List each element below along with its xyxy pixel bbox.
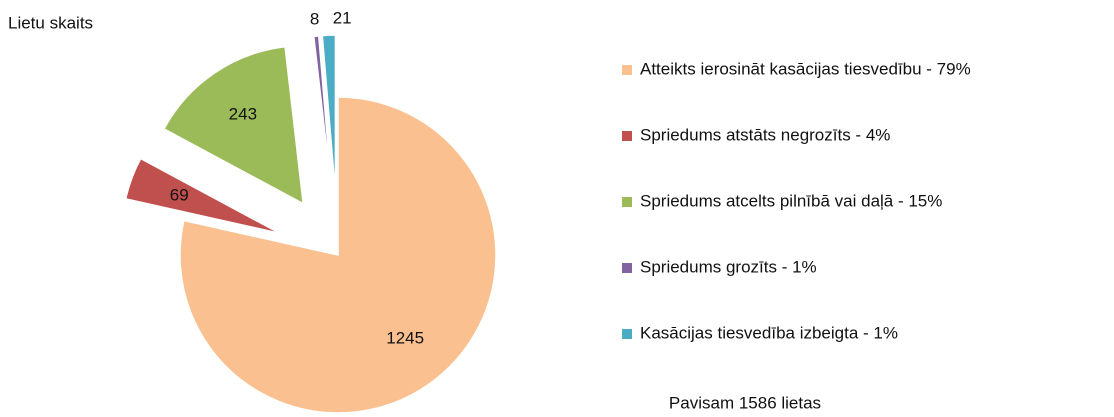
data-label: 21: [333, 9, 352, 28]
legend-swatch: [622, 263, 632, 273]
data-label: 1245: [386, 328, 424, 347]
pie-slice: [124, 157, 281, 235]
legend-label: Atteikts ierosināt kasācijas tiesvedību …: [640, 59, 971, 78]
legend-label: Spriedums atcelts pilnībā vai daļā - 15%: [640, 191, 942, 210]
legend-label: Spriedums atstāts negrozīts - 4%: [640, 125, 890, 144]
data-label: 69: [170, 185, 189, 204]
pie-slice: [179, 96, 497, 414]
chart-title: Lietu skaits: [8, 13, 93, 32]
legend-label: Spriedums grozīts - 1%: [640, 257, 817, 276]
pie-slice: [312, 35, 333, 194]
legend-swatch: [622, 65, 632, 75]
data-label: 243: [229, 104, 257, 123]
legend-swatch: [622, 197, 632, 207]
legend-label: Kasācijas tiesvedība izbeigta - 1%: [640, 323, 898, 342]
pie-slice: [163, 45, 305, 206]
chart-footer: Pavisam 1586 lietas: [669, 393, 821, 412]
legend-swatch: [622, 329, 632, 339]
pie-slice: [321, 34, 337, 194]
legend-swatch: [622, 131, 632, 141]
data-label: 8: [310, 10, 319, 29]
